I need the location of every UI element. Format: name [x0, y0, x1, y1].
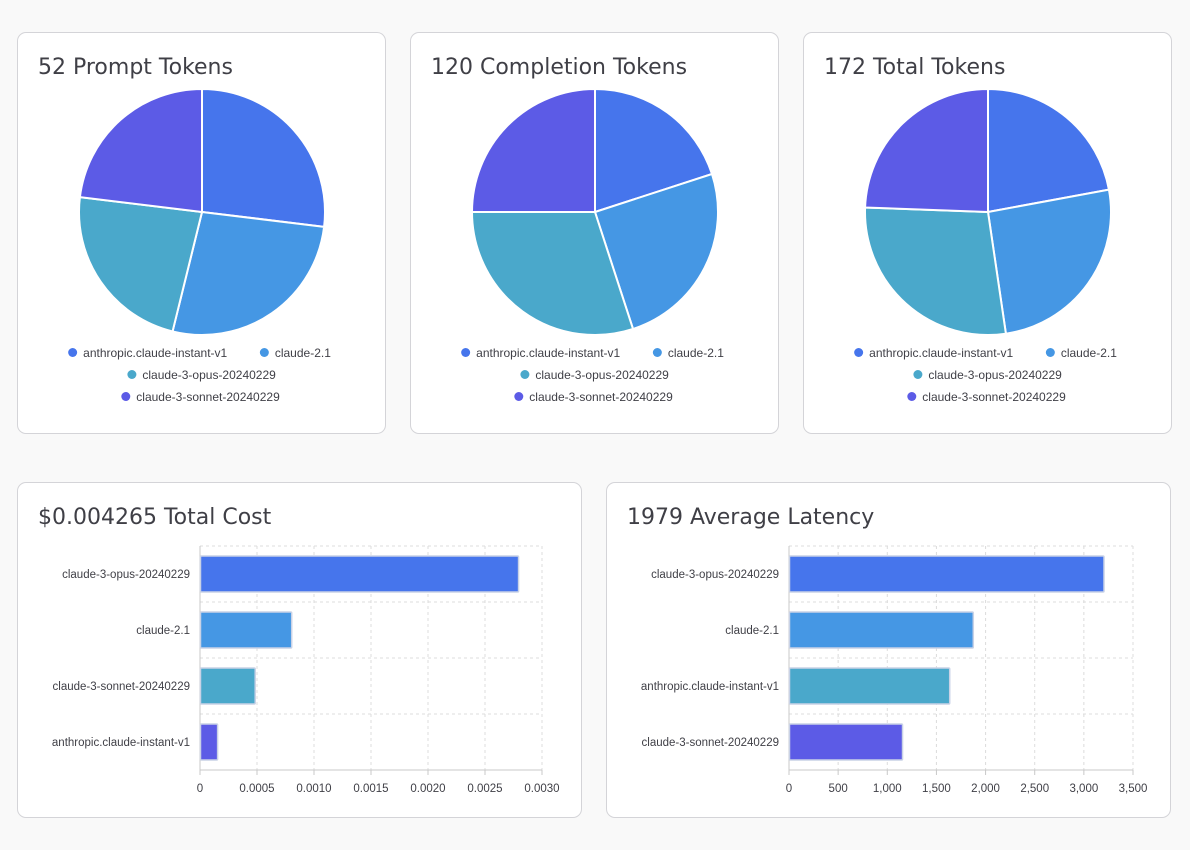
pie-slice-claude-3-opus-20240229[interactable] — [78, 196, 204, 333]
total-cost-title: $0.004265 Total Cost — [38, 505, 272, 530]
average-latency-card: 1979 Average Latency claude-3-opus-20240… — [606, 482, 1171, 818]
pie-slice-anthropic.claude-instant-v1[interactable] — [594, 87, 714, 214]
legend-label: claude-3-sonnet-20240229 — [922, 390, 1066, 404]
legend-dot — [1045, 348, 1055, 357]
x-tick-label: 0 — [786, 783, 792, 795]
legend-dot — [127, 370, 137, 379]
x-tick-label: 0.0010 — [296, 783, 331, 795]
legend-item-claude-3-sonnet-20240229[interactable]: claude-3-sonnet-20240229 — [514, 390, 673, 404]
bar-anthropic.claude-instant-v1[interactable] — [788, 667, 951, 705]
pie-slice-claude-3-sonnet-20240229[interactable] — [864, 87, 989, 214]
prompt-tokens-title: 52 Prompt Tokens — [38, 55, 233, 80]
total-tokens-title: 172 Total Tokens — [824, 55, 1006, 80]
legend-label: anthropic.claude-instant-v1 — [476, 346, 620, 360]
legend-dot — [854, 348, 864, 357]
x-tick-label: 500 — [829, 783, 848, 795]
pie-slice-claude-2.1[interactable] — [171, 210, 326, 336]
x-tick-label: 2,000 — [971, 783, 1000, 795]
y-tick-label: claude-3-opus-20240229 — [62, 569, 190, 581]
legend-dot — [913, 370, 923, 379]
total-cost-card: $0.004265 Total Cost claude-3-opus-20240… — [17, 482, 582, 818]
bar-anthropic.claude-instant-v1[interactable] — [199, 723, 219, 761]
legend-item-anthropic.claude-instant-v1[interactable]: anthropic.claude-instant-v1 — [68, 346, 228, 360]
legend-item-claude-2.1[interactable]: claude-2.1 — [652, 346, 724, 360]
bar-claude-3-sonnet-20240229[interactable] — [199, 667, 256, 705]
pie-slice-claude-3-opus-20240229[interactable] — [864, 206, 1008, 337]
bar-claude-3-opus-20240229[interactable] — [788, 555, 1105, 593]
pie-slice-claude-2.1[interactable] — [593, 172, 719, 331]
legend-dot — [514, 392, 524, 401]
legend-item-claude-3-sonnet-20240229[interactable]: claude-3-sonnet-20240229 — [907, 390, 1066, 404]
x-tick-label: 3,500 — [1119, 783, 1148, 795]
prompt-tokens-pie-chart: anthropic.claude-instant-v1 claude-2.1 cla… — [68, 87, 331, 404]
legend-label: claude-2.1 — [275, 346, 331, 360]
legend-item-claude-3-opus-20240229[interactable]: claude-3-opus-20240229 — [520, 368, 669, 382]
legend-dot — [520, 370, 530, 379]
legend-dot — [259, 348, 269, 357]
legend-item-claude-2.1[interactable]: claude-2.1 — [259, 346, 331, 360]
completion-tokens-pie-chart: anthropic.claude-instant-v1 claude-2.1 cla… — [461, 87, 724, 404]
bar-claude-3-opus-20240229[interactable] — [199, 555, 520, 593]
x-tick-label: 0.0015 — [353, 783, 388, 795]
total-tokens-card: 172 Total Tokens anthropic.claude-instan… — [803, 32, 1172, 434]
completion-tokens-title: 120 Completion Tokens — [431, 55, 688, 80]
y-tick-label: anthropic.claude-instant-v1 — [641, 681, 779, 693]
average-latency-bar-chart: claude-3-opus-20240229 claude-2.1 anthropi… — [641, 545, 1148, 795]
pie-slice-claude-2.1[interactable] — [986, 188, 1112, 335]
y-tick-label: claude-3-sonnet-20240229 — [642, 737, 779, 749]
legend-item-claude-3-sonnet-20240229[interactable]: claude-3-sonnet-20240229 — [121, 390, 280, 404]
y-tick-label: claude-2.1 — [136, 625, 190, 637]
x-tick-label: 3,000 — [1069, 783, 1098, 795]
x-tick-label: 1,000 — [873, 783, 902, 795]
legend-item-claude-3-opus-20240229[interactable]: claude-3-opus-20240229 — [913, 368, 1062, 382]
total-cost-bar-chart: claude-3-opus-20240229 claude-2.1 claude-3… — [52, 545, 560, 795]
legend-dot — [907, 392, 917, 401]
y-tick-label: claude-3-sonnet-20240229 — [53, 681, 190, 693]
x-tick-label: 0.0005 — [239, 783, 274, 795]
legend-label: claude-3-opus-20240229 — [142, 368, 276, 382]
pie-slice-claude-3-sonnet-20240229[interactable] — [470, 87, 596, 213]
legend-dot — [652, 348, 662, 357]
legend-label: claude-3-opus-20240229 — [535, 368, 669, 382]
x-tick-label: 0.0025 — [467, 783, 502, 795]
legend-label: claude-2.1 — [668, 346, 724, 360]
prompt-tokens-card: 52 Prompt Tokens anthropic.claude-instan… — [17, 32, 386, 434]
average-latency-title: 1979 Average Latency — [627, 505, 875, 530]
legend-label: claude-3-sonnet-20240229 — [136, 390, 280, 404]
legend-dot — [68, 348, 78, 357]
y-tick-label: claude-2.1 — [725, 625, 779, 637]
legend-label: claude-3-sonnet-20240229 — [529, 390, 673, 404]
x-tick-label: 0.0020 — [410, 783, 445, 795]
legend-item-claude-2.1[interactable]: claude-2.1 — [1045, 346, 1117, 360]
y-tick-label: anthropic.claude-instant-v1 — [52, 737, 190, 749]
x-tick-label: 0 — [197, 783, 203, 795]
legend-dot — [121, 392, 131, 401]
pie-slice-anthropic.claude-instant-v1[interactable] — [201, 87, 326, 228]
legend-item-claude-3-opus-20240229[interactable]: claude-3-opus-20240229 — [127, 368, 276, 382]
pie-slice-anthropic.claude-instant-v1[interactable] — [987, 87, 1111, 214]
completion-tokens-card: 120 Completion Tokens anthropic.claude-i… — [410, 32, 779, 434]
x-tick-label: 1,500 — [922, 783, 951, 795]
legend-dot — [461, 348, 471, 357]
x-tick-label: 0.0030 — [524, 783, 559, 795]
legend-label: anthropic.claude-instant-v1 — [83, 346, 227, 360]
y-tick-label: claude-3-opus-20240229 — [651, 569, 779, 581]
total-tokens-pie-chart: anthropic.claude-instant-v1 claude-2.1 cla… — [854, 87, 1117, 404]
bar-claude-3-sonnet-20240229[interactable] — [788, 723, 904, 761]
legend-label: claude-3-opus-20240229 — [928, 368, 1062, 382]
legend-label: anthropic.claude-instant-v1 — [869, 346, 1013, 360]
pie-slice-claude-3-opus-20240229[interactable] — [470, 211, 635, 336]
pie-slice-claude-3-sonnet-20240229[interactable] — [78, 87, 203, 214]
legend-item-anthropic.claude-instant-v1[interactable]: anthropic.claude-instant-v1 — [461, 346, 621, 360]
bar-claude-2.1[interactable] — [788, 611, 975, 649]
x-tick-label: 2,500 — [1020, 783, 1049, 795]
legend-item-anthropic.claude-instant-v1[interactable]: anthropic.claude-instant-v1 — [854, 346, 1014, 360]
bar-claude-2.1[interactable] — [199, 611, 293, 649]
legend-label: claude-2.1 — [1061, 346, 1117, 360]
